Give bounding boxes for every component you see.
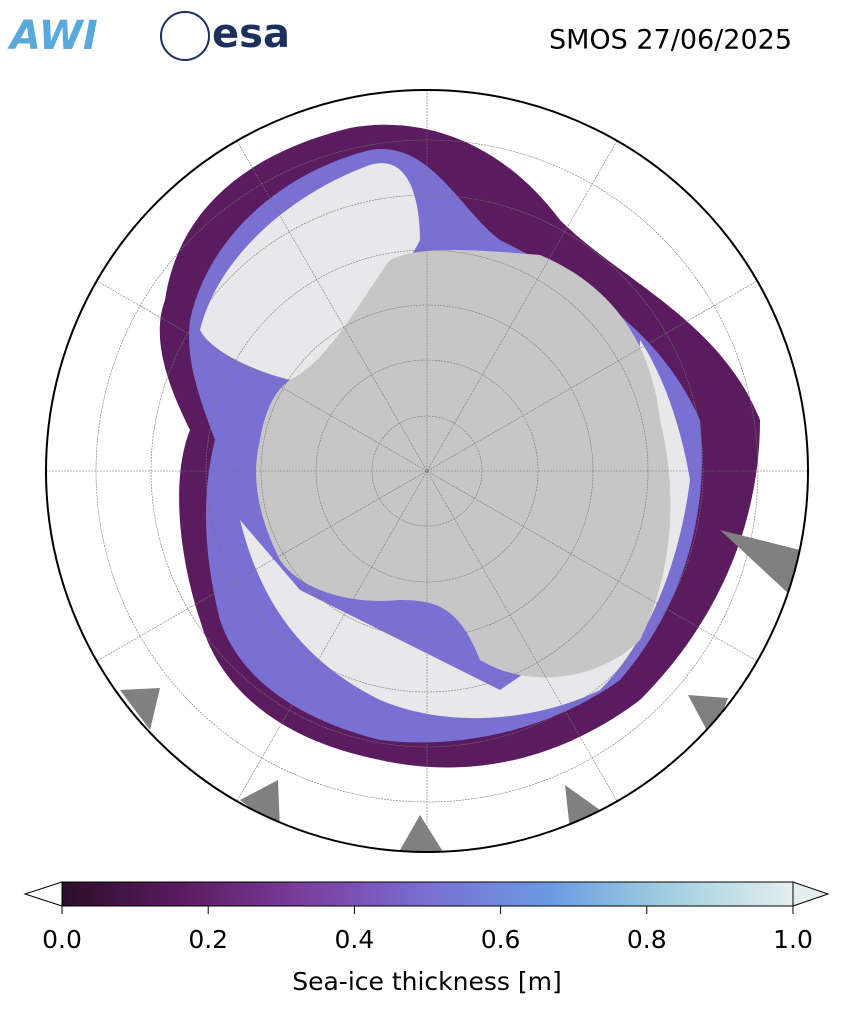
colorbar-tick-label: 0.2 bbox=[188, 925, 228, 954]
title: SMOS 27/06/2025 bbox=[549, 25, 792, 56]
colorbar-tick-label: 0.8 bbox=[627, 925, 667, 954]
esa-logo: esa bbox=[212, 11, 290, 57]
colorbar-ramp bbox=[61, 881, 794, 907]
graticule bbox=[46, 90, 808, 852]
awi-logo: AWI bbox=[7, 13, 98, 59]
colorbar-extend-min bbox=[23, 881, 63, 907]
colorbar-tick-label: 0.6 bbox=[481, 925, 521, 954]
colorbar-tick-label: 0.0 bbox=[42, 925, 82, 954]
colorbar-tick-label: 0.4 bbox=[335, 925, 375, 954]
colorbar-tick-label: 1.0 bbox=[773, 925, 813, 954]
thick-ice bbox=[200, 163, 690, 719]
esa-emblem bbox=[160, 11, 210, 61]
colorbar-label: Sea-ice thickness [m] bbox=[292, 967, 562, 996]
map bbox=[46, 90, 808, 852]
logos: AWI esa bbox=[7, 11, 290, 61]
colorbar: Sea-ice thickness [m] 0.0 0.2 0.4 0.6 0.8 1.0 bbox=[23, 881, 830, 996]
antarctica bbox=[256, 250, 671, 678]
colorbar-extend-max bbox=[792, 881, 830, 907]
map-boundary bbox=[45, 89, 809, 853]
